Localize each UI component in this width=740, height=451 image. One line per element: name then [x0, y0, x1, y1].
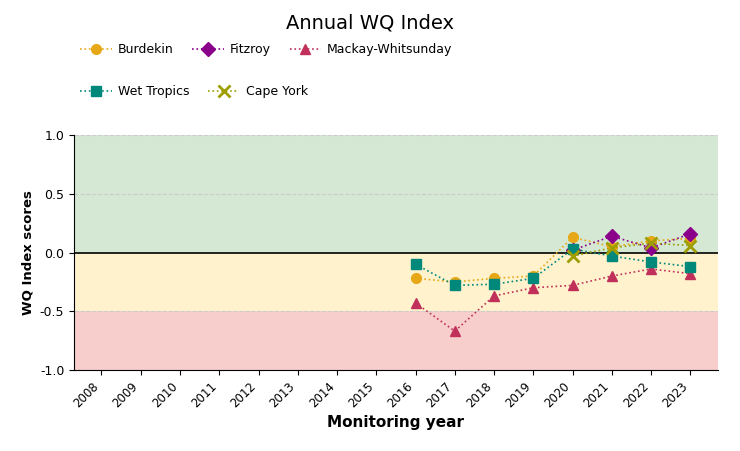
Bar — [74, 253, 718, 311]
Text: Annual WQ Index: Annual WQ Index — [286, 14, 454, 32]
Bar — [74, 311, 718, 370]
Legend: Wet Tropics, Cape York: Wet Tropics, Cape York — [80, 85, 308, 98]
X-axis label: Monitoring year: Monitoring year — [327, 415, 465, 430]
Y-axis label: WQ Index scores: WQ Index scores — [21, 190, 34, 315]
Bar — [74, 135, 718, 253]
